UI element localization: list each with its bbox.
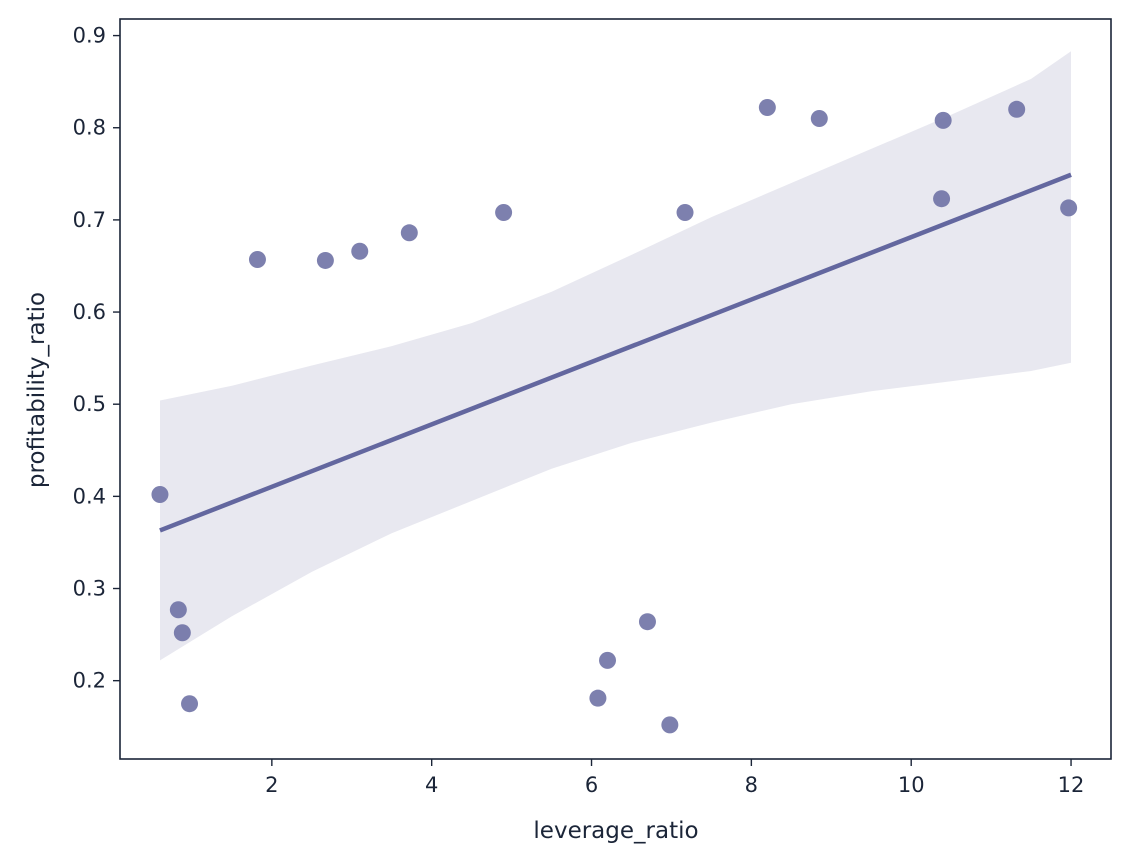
x-tick-label: 2: [265, 773, 278, 797]
data-point-12: [638, 613, 656, 631]
y-tick-label: 0.8: [73, 116, 106, 140]
data-point-11: [599, 651, 617, 669]
data-point-9: [495, 204, 513, 222]
data-point-17: [933, 190, 951, 208]
data-point-3: [173, 624, 191, 642]
data-point-1: [151, 486, 169, 504]
data-point-10: [589, 689, 607, 707]
x-tick-label: 8: [745, 773, 758, 797]
data-point-20: [1060, 199, 1078, 217]
y-axis-label: profitability_ratio: [24, 292, 50, 488]
data-point-19: [1008, 100, 1026, 118]
data-point-2: [169, 601, 187, 619]
data-point-7: [351, 242, 369, 260]
axes-frame: [119, 18, 1112, 760]
y-tick-label: 0.6: [73, 300, 106, 324]
data-point-13: [661, 716, 679, 734]
y-tick-label: 0.9: [73, 24, 106, 48]
regression-line: [159, 172, 1072, 533]
axes-layer: [119, 18, 1112, 760]
y-tick-label: 0.4: [73, 484, 106, 508]
y-tick-label: 0.3: [73, 577, 106, 601]
y-tick-label: 0.5: [73, 392, 106, 416]
y-tick-label: 0.7: [73, 208, 106, 232]
x-tick-label: 4: [425, 773, 438, 797]
data-point-8: [400, 224, 418, 242]
y-tick-label: 0.2: [73, 669, 106, 693]
x-tick-label: 6: [585, 773, 598, 797]
data-point-5: [248, 251, 266, 269]
data-point-18: [934, 111, 952, 129]
x-axis-label: leverage_ratio: [533, 818, 698, 844]
data-points-layer: [151, 98, 1078, 734]
ticks-layer: 2 4 6 8 10 12 0.2 0.3 0.4 0.5 0.6 0.7 0.8 0.9: [73, 24, 1085, 797]
data-point-4: [181, 695, 199, 713]
data-point-14: [676, 204, 694, 222]
data-point-16: [810, 110, 828, 128]
x-tick-label: 10: [898, 773, 925, 797]
regression-line-layer: [159, 172, 1072, 533]
x-tick-label: 12: [1058, 773, 1085, 797]
data-point-6: [316, 251, 334, 269]
confidence-band-layer: [160, 51, 1071, 661]
confidence-band: [160, 51, 1071, 661]
data-point-15: [758, 98, 776, 116]
